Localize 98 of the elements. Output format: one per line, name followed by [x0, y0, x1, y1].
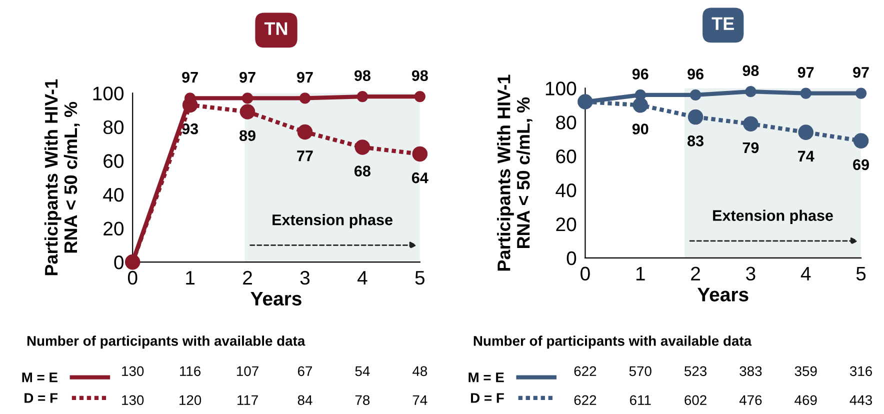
data-label: 83	[688, 135, 704, 146]
chart-title: TN	[264, 22, 288, 35]
text: 84	[298, 395, 312, 406]
x-tick-label: 3	[746, 266, 756, 281]
x-tick-label: 0	[580, 266, 590, 281]
text: 316	[850, 366, 872, 376]
legend-label: M = E	[468, 372, 504, 382]
text: 74	[412, 395, 428, 405]
x-tick-label: 3	[300, 270, 310, 285]
legend-label: M = E	[22, 372, 58, 382]
text: 602	[684, 395, 706, 406]
point	[853, 133, 869, 148]
data-label: 96	[632, 68, 648, 80]
y-tick-label: 60	[104, 154, 124, 168]
y-tick-label: 0	[114, 256, 124, 270]
y-axis-title: Participants With HIV-1 RNA < 50 c/mL, %	[497, 74, 532, 271]
text: 130	[122, 395, 144, 406]
point	[688, 109, 704, 125]
data-label: 79	[742, 142, 759, 154]
legend-label: D = F	[24, 393, 58, 403]
data-label: 89	[240, 130, 256, 142]
text: 54	[355, 366, 370, 376]
text: 469	[794, 395, 817, 406]
text: 476	[739, 395, 762, 406]
x-tick-label: 0	[128, 270, 138, 285]
point	[240, 104, 256, 120]
x-tick-label: 4	[800, 266, 811, 280]
text: 443	[850, 395, 872, 406]
data-label: 98	[354, 70, 370, 82]
data-label: 97	[297, 72, 313, 83]
point	[798, 124, 814, 140]
y-tick-label: 80	[556, 116, 576, 130]
x-tick-label: 4	[357, 271, 368, 284]
point	[855, 88, 867, 99]
y-axis-title: Participants With HIV-1 RNA < 50 c/mL, %	[44, 79, 80, 276]
data-label: 77	[297, 150, 313, 162]
point	[745, 86, 756, 98]
data-label: 97	[853, 66, 869, 78]
chart-title: TE	[712, 17, 734, 30]
text: 116	[180, 366, 201, 376]
text: 107	[236, 366, 258, 376]
point	[800, 88, 812, 99]
x-tick-label: 5	[415, 271, 424, 285]
text: 622	[574, 395, 596, 406]
x-tick-label: 2	[243, 270, 252, 284]
text: 117	[238, 395, 258, 405]
data-label: 90	[632, 124, 648, 134]
x-tick-label: 1	[636, 266, 645, 280]
y-tick-label: 40	[103, 188, 124, 202]
data-label: 97	[798, 66, 814, 78]
data-label: 96	[688, 68, 704, 80]
text: 78	[355, 395, 370, 406]
legend-label: D = F	[471, 393, 504, 403]
point	[242, 92, 254, 104]
y-tick-label: 100	[93, 86, 124, 100]
data-label: 97	[182, 72, 198, 83]
point	[690, 89, 702, 101]
point	[354, 140, 370, 155]
x-axis-title: Years	[697, 288, 748, 302]
y-tick-label: 20	[556, 217, 576, 232]
text: 359	[794, 366, 817, 376]
text: 67	[298, 366, 312, 376]
data-label: 64	[412, 172, 428, 184]
band-label: Extension phase	[713, 210, 833, 224]
text: 523	[684, 366, 707, 376]
x-tick-label: 2	[691, 266, 700, 280]
x-tick-label: 1	[186, 271, 195, 284]
data-label: 98	[412, 70, 428, 82]
point	[299, 92, 311, 104]
data-label: 68	[354, 166, 370, 176]
text: 48	[412, 366, 428, 376]
y-tick-label: 40	[556, 183, 576, 198]
y-tick-label: 0	[566, 251, 576, 266]
data-label: 69	[853, 159, 869, 170]
data-label: 74	[798, 150, 814, 162]
y-tick-label: 100	[546, 82, 576, 96]
text: 611	[630, 395, 651, 406]
x-tick-label: 5	[856, 266, 866, 281]
text: 570	[629, 366, 652, 376]
y-tick-label: 60	[556, 150, 576, 164]
point	[412, 146, 428, 162]
point	[743, 116, 758, 132]
point	[414, 90, 426, 102]
text: 383	[740, 366, 762, 376]
point	[632, 98, 648, 113]
text: 130	[122, 366, 144, 376]
data-label: 97	[240, 72, 256, 83]
text: Number of participants with available data	[27, 336, 306, 349]
y-tick-label: 80	[103, 120, 124, 134]
y-tick-label: 20	[104, 222, 124, 236]
text: Number of participants with available data	[474, 336, 752, 349]
text: 622	[574, 366, 596, 376]
x-axis-title: Years	[250, 292, 302, 306]
band-label: Extension phase	[272, 214, 392, 228]
data-label: 98	[742, 65, 759, 76]
text: 120	[180, 395, 202, 406]
point	[297, 124, 313, 140]
point	[356, 90, 368, 102]
